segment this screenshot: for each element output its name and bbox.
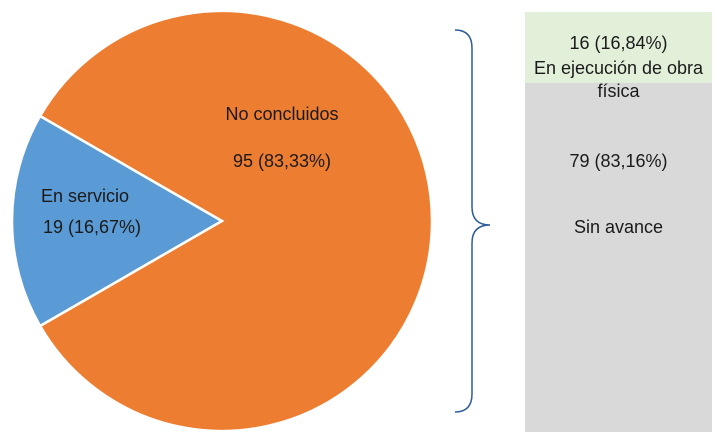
segment-label: Sin avance xyxy=(573,217,664,237)
segment-label: En ejecución de obra física xyxy=(533,58,704,101)
slice-value-label: 95 (83,33%) xyxy=(232,151,332,171)
pie-slice xyxy=(38,9,434,432)
slice-label: No concluidos xyxy=(225,104,339,124)
pie-slice xyxy=(10,114,225,328)
segment-value-label: 79 (83,16%) xyxy=(569,151,668,171)
slice-label: En servicio xyxy=(40,186,130,206)
bar-segment xyxy=(525,12,712,83)
slice-value-label: 19 (16,67%) xyxy=(42,217,142,237)
bar-segment xyxy=(525,82,712,432)
brace xyxy=(454,29,491,413)
segment-value-label: 16 (16,84%) xyxy=(569,33,668,53)
